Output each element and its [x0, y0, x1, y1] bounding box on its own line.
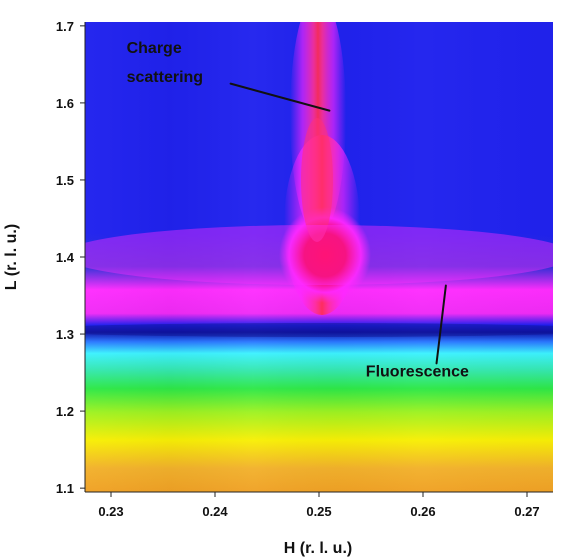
fluorescence-annotation: Fluorescence	[366, 284, 469, 380]
charge-core	[301, 118, 333, 242]
charge-scattering-annotation-pointer-line	[229, 82, 331, 112]
axes: 0.23 0.24 0.25 0.26 0.27 1.1 1.2 1.3 1.4 1.5 1.6 1.…	[56, 19, 553, 519]
charge-scattering-annotation-text-line: Charge	[127, 40, 182, 57]
y-tick-label: 1.2	[56, 404, 74, 419]
y-tick-label: 1.6	[56, 96, 74, 111]
y-tick-label: 1.7	[56, 19, 74, 34]
heatmap-overlays	[85, 22, 553, 492]
x-tick-label: 0.23	[98, 504, 123, 519]
charge-scattering-annotation-text-line: scattering	[127, 69, 203, 86]
charge-peak	[279, 207, 371, 303]
annotations: Charge scattering Fluorescence	[127, 40, 469, 381]
charge-scattering-annotation: Charge scattering	[127, 40, 331, 112]
charge-band-glow	[85, 225, 553, 285]
x-axis-label: H (r. l. u.)	[284, 540, 352, 557]
fluorescence-annotation-pointer-line	[435, 284, 447, 365]
fluorescence-annotation-text-line: Fluorescence	[366, 363, 469, 380]
x-tick-label: 0.24	[202, 504, 228, 519]
y-tick-label: 1.3	[56, 327, 74, 342]
fluorescence-boundary	[85, 323, 553, 337]
y-tick-label: 1.4	[56, 250, 75, 265]
y-tick-label: 1.5	[56, 173, 74, 188]
plot-area	[85, 22, 553, 492]
x-tick-label: 0.26	[410, 504, 435, 519]
y-axis-label: L (r. l. u.)	[3, 224, 20, 290]
y-tick-label: 1.1	[56, 481, 74, 496]
x-tick-label: 0.25	[306, 504, 331, 519]
x-tick-label: 0.27	[514, 504, 539, 519]
